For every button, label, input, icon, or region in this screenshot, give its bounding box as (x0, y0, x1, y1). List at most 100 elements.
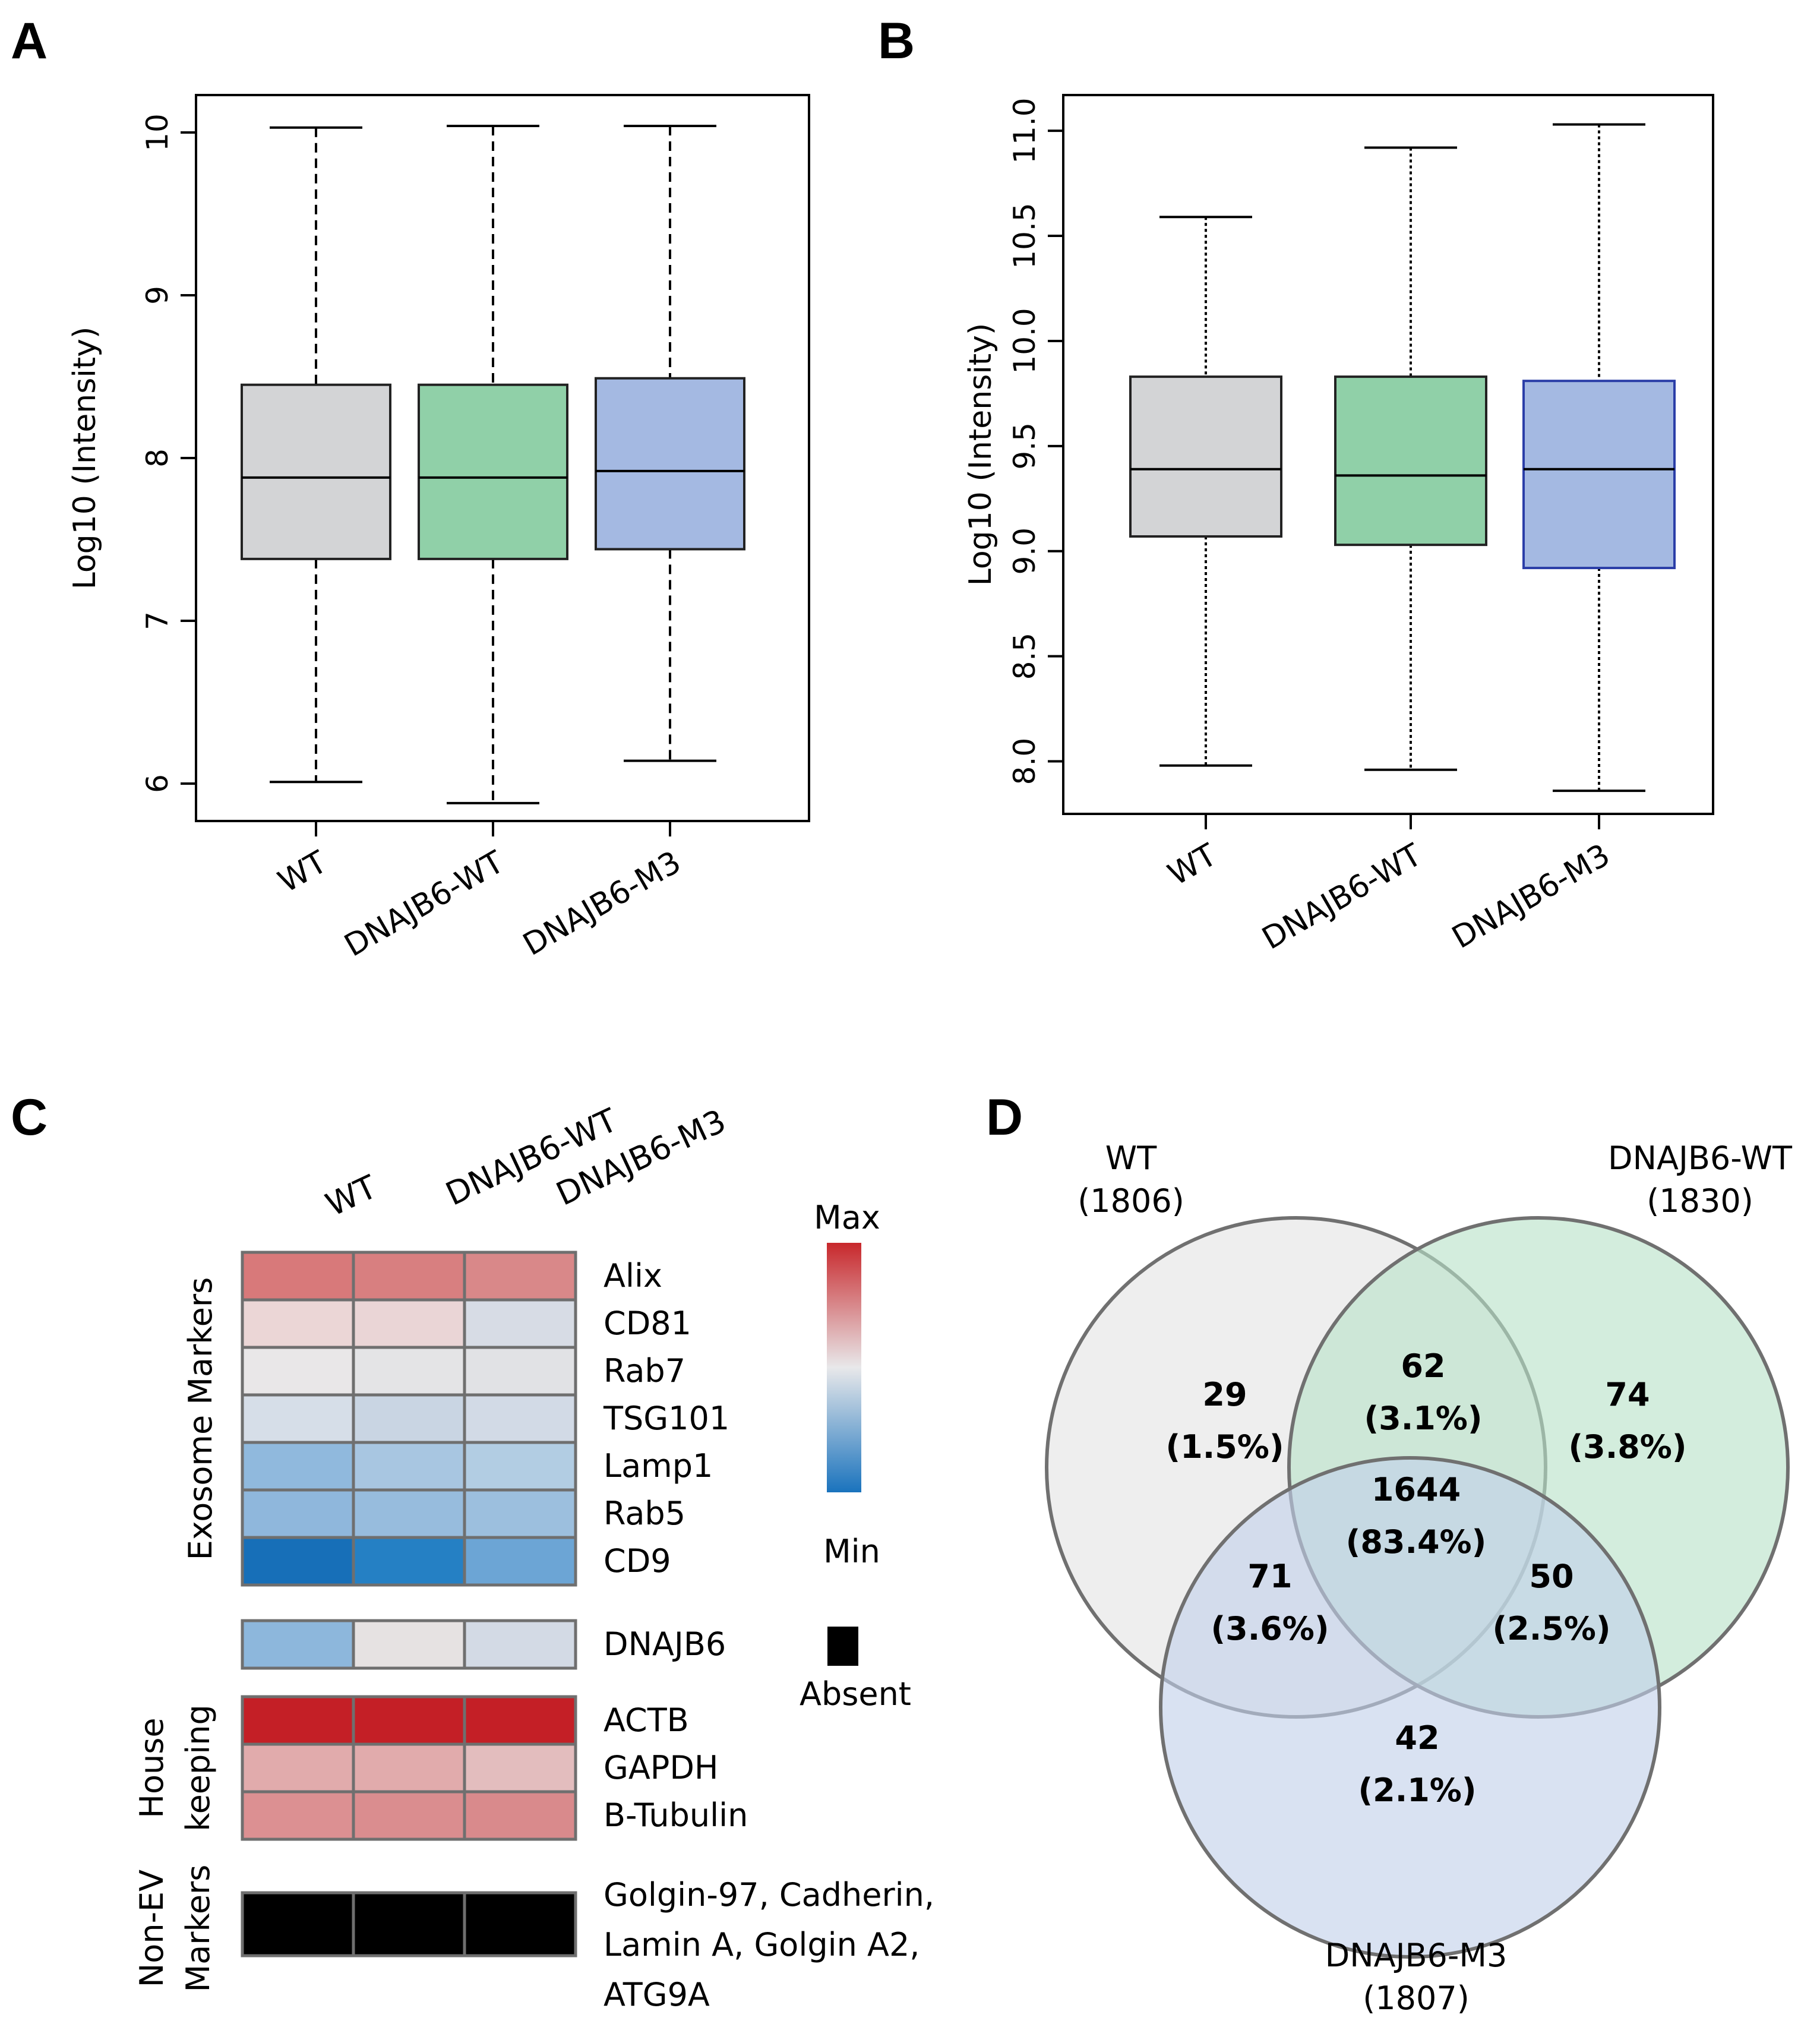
iqr-box (595, 377, 745, 551)
iqr-box (1334, 375, 1487, 547)
venn-set-size: (1830) (1647, 1182, 1753, 1220)
heatmap-cell (463, 1536, 577, 1587)
heatmap-cell (352, 1619, 466, 1670)
box-b-1 (1334, 146, 1487, 771)
y-tick-label: 9.5 (1007, 422, 1042, 470)
iqr-box (1129, 375, 1282, 538)
box-a-0 (241, 126, 391, 784)
x-category-label: DNAJB6-M3 (517, 844, 687, 963)
venn-circle-2 (1159, 1456, 1661, 1959)
heatmap-cell (463, 1393, 577, 1444)
venn-region-count: 50 (1529, 1558, 1573, 1595)
heatmap-cell (352, 1742, 466, 1794)
heatmap-cell (352, 1488, 466, 1539)
heatmap-legend: Max Min Absent (800, 1199, 911, 1713)
heatmap-cell (241, 1393, 355, 1444)
heatmap-cell (463, 1346, 577, 1397)
venn-region-percent: (1.5%) (1165, 1428, 1284, 1466)
iqr-box (418, 383, 568, 560)
heatmap-row-label: DNAJB6 (603, 1625, 726, 1663)
heatmap-cell (241, 1251, 355, 1302)
y-tick-label: 8 (140, 449, 175, 468)
heatmap-cell (241, 1619, 355, 1670)
venn-region-percent: (83.4%) (1346, 1523, 1487, 1561)
heatmap-row-label: ACTB (603, 1701, 689, 1739)
heatmap-cell (463, 1695, 577, 1746)
y-tick-label: 8.0 (1007, 738, 1042, 785)
box-a-1 (418, 125, 568, 804)
heatmap-row-label: B-Tubulin (603, 1796, 748, 1834)
x-category-label: DNAJB6-WT (339, 844, 510, 964)
venn-region-count: 62 (1401, 1347, 1445, 1385)
heatmap-row-label: Rab5 (603, 1495, 685, 1532)
heatmap-cell (463, 1488, 577, 1539)
legend-absent-label: Absent (800, 1675, 911, 1713)
box-a-2 (595, 125, 745, 762)
box-b-0 (1129, 216, 1282, 767)
heatmap-cell (352, 1298, 466, 1349)
panel-letter-c: C (11, 1089, 48, 1146)
y-tick-label: 10 (140, 113, 175, 151)
y-tick-label: 6 (140, 774, 175, 793)
y-tick-label: 9 (140, 286, 175, 305)
heatmap-cell (352, 1695, 466, 1746)
venn-region-percent: (3.6%) (1211, 1610, 1329, 1647)
heatmap-cell (463, 1742, 577, 1794)
panel-letter-a: A (11, 12, 48, 70)
group-label-keeping: keeping (179, 1704, 217, 1832)
venn-region-percent: (2.1%) (1358, 1772, 1476, 1809)
legend-color-bar (827, 1243, 861, 1492)
heatmap-cell (241, 1441, 355, 1492)
venn-region-count: 71 (1247, 1558, 1292, 1595)
y-tick-label: 10.5 (1007, 203, 1042, 269)
venn-set-size: (1806) (1078, 1182, 1184, 1220)
heatmap-cell (241, 1695, 355, 1746)
x-category-label: DNAJB6-M3 (1446, 837, 1616, 956)
venn-region-percent: (3.1%) (1364, 1400, 1482, 1437)
heatmap-row-label: Lamin A, Golgin A2, (603, 1926, 920, 1963)
heatmap-cell (352, 1536, 466, 1587)
boxplot-panel-b: Log10 (Intensity) 8.0 8.5 9.0 9.5 10.0 10.5 11… (963, 94, 1714, 956)
legend-absent-swatch (827, 1627, 858, 1666)
heatmap-cell (463, 1619, 577, 1670)
heatmap-cell (352, 1346, 466, 1397)
venn-set-name: DNAJB6-M3 (1325, 1937, 1508, 1974)
heatmap-row-label: ATG9A (603, 1976, 710, 2013)
group-label-markers: Markers (179, 1865, 217, 1993)
heatmap-cell (463, 1891, 577, 1957)
heatmap-row-label: CD9 (603, 1542, 671, 1580)
venn-region-count: 74 (1605, 1376, 1650, 1413)
heatmap-cell (352, 1441, 466, 1492)
x-category-label: WT (1162, 837, 1222, 893)
heatmap-cell (241, 1790, 355, 1841)
heatmap-cell (241, 1536, 355, 1587)
x-category-label: DNAJB6-WT (1256, 837, 1428, 956)
group-label-non-ev: Non-EV (133, 1870, 170, 1987)
venn-region-percent: (3.8%) (1568, 1428, 1686, 1466)
venn-set-size: (1807) (1363, 1979, 1470, 2017)
heatmap-row-label: Alix (603, 1257, 662, 1294)
heatmap-cell (352, 1790, 466, 1841)
heatmap-column-label: WT (320, 1168, 383, 1224)
heatmap-row-label: Golgin-97, Cadherin, (603, 1876, 934, 1914)
y-tick-label: 10.0 (1007, 308, 1042, 374)
heatmap-cell (463, 1441, 577, 1492)
group-label-house: House (133, 1717, 170, 1818)
panel-letter-b: B (878, 12, 915, 70)
heatmap-cell (463, 1251, 577, 1302)
venn-region-count: 1644 (1372, 1471, 1461, 1508)
y-axis-label-a: Log10 (Intensity) (67, 327, 103, 589)
iqr-box (241, 383, 391, 560)
boxplot-panel-a: Log10 (Intensity) 6 7 8 9 10 WT DNAJB6-WT DNAJ… (67, 94, 810, 964)
y-tick-label: 11.0 (1007, 97, 1042, 163)
legend-min-label: Min (823, 1533, 880, 1570)
heatmap-row-label: TSG101 (603, 1400, 729, 1437)
heatmap-cell (241, 1742, 355, 1794)
box-b-2 (1522, 123, 1676, 793)
heatmap-row-label: CD81 (603, 1305, 691, 1342)
heatmap-cell (352, 1393, 466, 1444)
heatmap-cell (241, 1346, 355, 1397)
venn-set-name: WT (1105, 1139, 1157, 1177)
y-axis-label-b: Log10 (Intensity) (963, 323, 999, 586)
